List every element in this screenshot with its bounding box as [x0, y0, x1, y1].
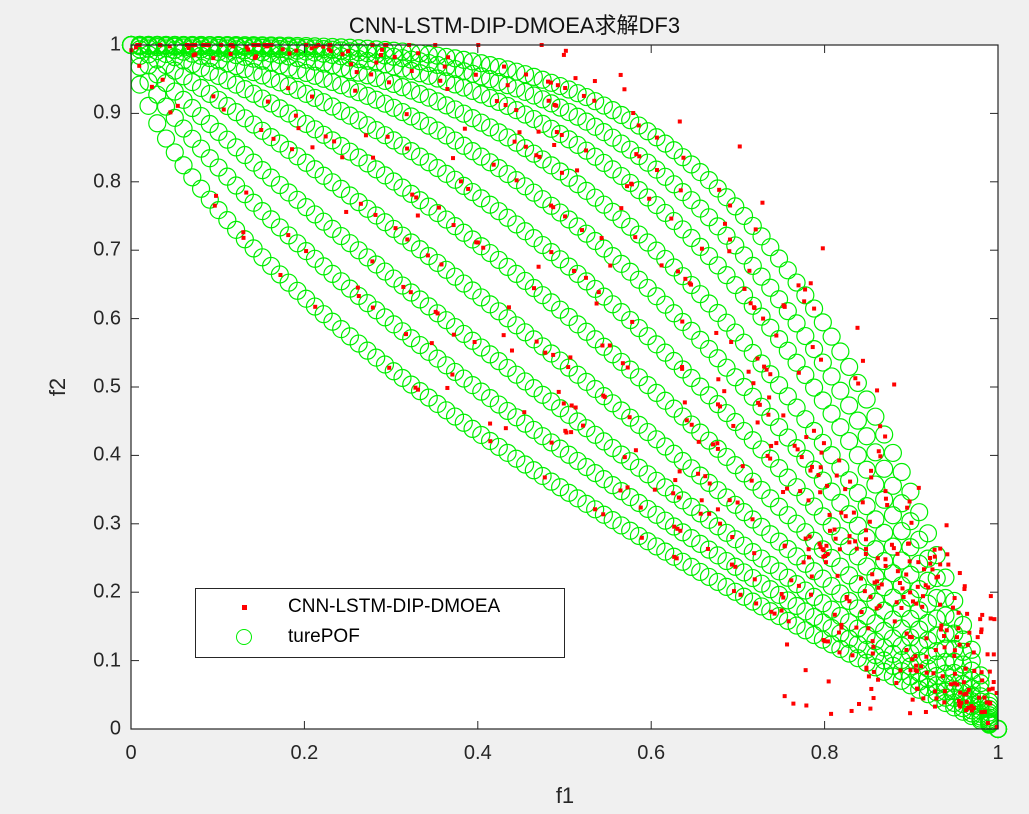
chart-title: CNN-LSTM-DIP-DMOEA求解DF3 — [348, 13, 681, 38]
y-tick-label: 0.9 — [93, 101, 121, 124]
x-tick-label: 0.8 — [810, 742, 839, 764]
x-tick-label: 1 — [992, 742, 1004, 764]
tick-marks — [130, 44, 999, 730]
legend: CNN-LSTM-DIP-DMOEA turePOF — [195, 588, 565, 658]
y-tick-label: 0.2 — [93, 580, 121, 603]
y-tick-label: 0.1 — [93, 649, 121, 672]
green-circle-marker-icon — [236, 629, 252, 645]
legend-label: CNN-LSTM-DIP-DMOEA — [288, 596, 501, 617]
x-tick-label: 0.6 — [637, 742, 666, 764]
x-tick-label: 0.4 — [463, 742, 492, 764]
y-tick-label: 0.6 — [93, 307, 121, 330]
y-tick-label: 0.5 — [93, 375, 121, 398]
x-tick-label: 0.2 — [290, 742, 319, 764]
legend-item-true-pof: turePOF — [196, 624, 564, 652]
red-dot-marker-icon — [242, 605, 247, 610]
legend-label: turePOF — [288, 626, 360, 647]
y-tick-label: 0.3 — [93, 512, 121, 535]
legend-item-algorithm: CNN-LSTM-DIP-DMOEA — [196, 594, 564, 622]
y-axis-label: f2 — [45, 377, 70, 397]
y-tick-label: 0 — [109, 717, 121, 740]
x-tick-label: 0 — [125, 742, 137, 764]
x-axis-label: f1 — [555, 783, 575, 808]
y-tick-label: 0.7 — [93, 238, 121, 261]
y-tick-label: 0.4 — [93, 443, 121, 466]
y-tick-label: 0.8 — [93, 170, 121, 193]
y-tick-label: 1 — [109, 33, 121, 56]
